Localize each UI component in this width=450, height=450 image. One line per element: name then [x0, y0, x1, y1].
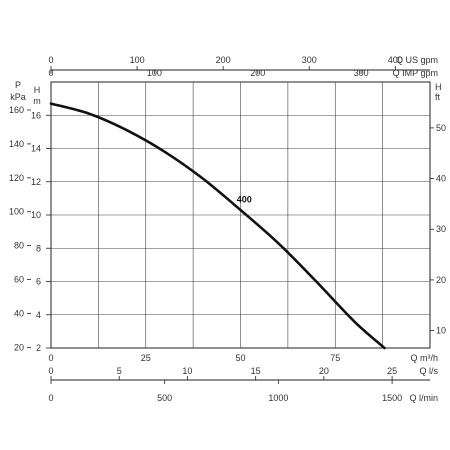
y-tick-label-ft: 30 — [436, 224, 446, 234]
y-tick-label-kpa: 80 — [14, 241, 24, 251]
top-tick-label-us-gpm: 100 — [130, 55, 145, 65]
x-tick-label-m3h: 75 — [330, 353, 340, 363]
bottom-tick-label-ls: 25 — [387, 366, 397, 376]
y-tick-label-ft: 40 — [436, 174, 446, 184]
bottom-tick-label-ls: 15 — [251, 366, 261, 376]
y-tick-label-kpa: 120 — [9, 173, 24, 183]
y-axis-unit-ft: ft — [435, 92, 441, 102]
top-axis-label-imp-gpm: Q IMP gpm — [393, 68, 438, 78]
bottom-tick-label-ls: 5 — [117, 366, 122, 376]
top-tick-label-imp-gpm: 200 — [250, 68, 265, 78]
x-tick-label-m3h: 25 — [141, 353, 151, 363]
top-tick-label-imp-gpm: 0 — [48, 68, 53, 78]
y-axis-unit-m: m — [33, 96, 41, 106]
y-tick-label-ft: 10 — [436, 326, 446, 336]
bottom-tick-label-ls: 0 — [48, 366, 53, 376]
top-tick-label-us-gpm: 300 — [302, 55, 317, 65]
y-tick-label-m: 12 — [31, 177, 41, 187]
y-tick-label-kpa: 20 — [14, 342, 24, 352]
y-axis-label-kpa: P — [15, 80, 21, 90]
bottom-tick-label-lmin: 500 — [157, 393, 172, 403]
y-axis-label-m: H — [34, 85, 41, 95]
y-tick-label-m: 8 — [36, 243, 41, 253]
y-tick-label-m: 6 — [36, 277, 41, 287]
bottom-tick-label-ls: 20 — [319, 366, 329, 376]
top-tick-label-us-gpm: 0 — [48, 55, 53, 65]
y-tick-label-m: 16 — [31, 110, 41, 120]
bottom-tick-label-lmin: 1000 — [268, 393, 288, 403]
top-tick-label-us-gpm: 400 — [388, 55, 403, 65]
bottom-axis-label-lmin: Q l/min — [409, 393, 438, 403]
x-tick-label-m3h: 0 — [48, 353, 53, 363]
y-tick-label-kpa: 100 — [9, 207, 24, 217]
x-tick-label-m3h: 50 — [235, 353, 245, 363]
y-tick-label-kpa: 140 — [9, 139, 24, 149]
top-axis-label-us-gpm: Q US gpm — [396, 55, 438, 65]
y-tick-label-m: 10 — [31, 210, 41, 220]
bottom-axis-label-ls: Q l/s — [419, 366, 438, 376]
bottom-tick-label-lmin: 1500 — [382, 393, 402, 403]
top-tick-label-imp-gpm: 100 — [147, 68, 162, 78]
y-tick-label-ft: 50 — [436, 123, 446, 133]
y-tick-label-m: 14 — [31, 144, 41, 154]
top-tick-label-us-gpm: 200 — [216, 55, 231, 65]
bottom-tick-label-ls: 10 — [182, 366, 192, 376]
y-tick-label-m: 4 — [36, 310, 41, 320]
y-axis-label-ft: H — [435, 82, 442, 92]
series-line-400 — [49, 102, 386, 350]
y-tick-label-kpa: 60 — [14, 275, 24, 285]
series-label-400: 400 — [237, 195, 252, 205]
y-axis-unit-kpa: kPa — [10, 92, 26, 102]
x-axis-label-m3h: Q m³/h — [410, 353, 438, 363]
y-tick-label-ft: 20 — [436, 275, 446, 285]
y-tick-label-m: 2 — [36, 343, 41, 353]
y-tick-label-kpa: 40 — [14, 308, 24, 318]
y-tick-label-kpa: 160 — [9, 105, 24, 115]
bottom-tick-label-lmin: 0 — [48, 393, 53, 403]
top-tick-label-imp-gpm: 300 — [354, 68, 369, 78]
